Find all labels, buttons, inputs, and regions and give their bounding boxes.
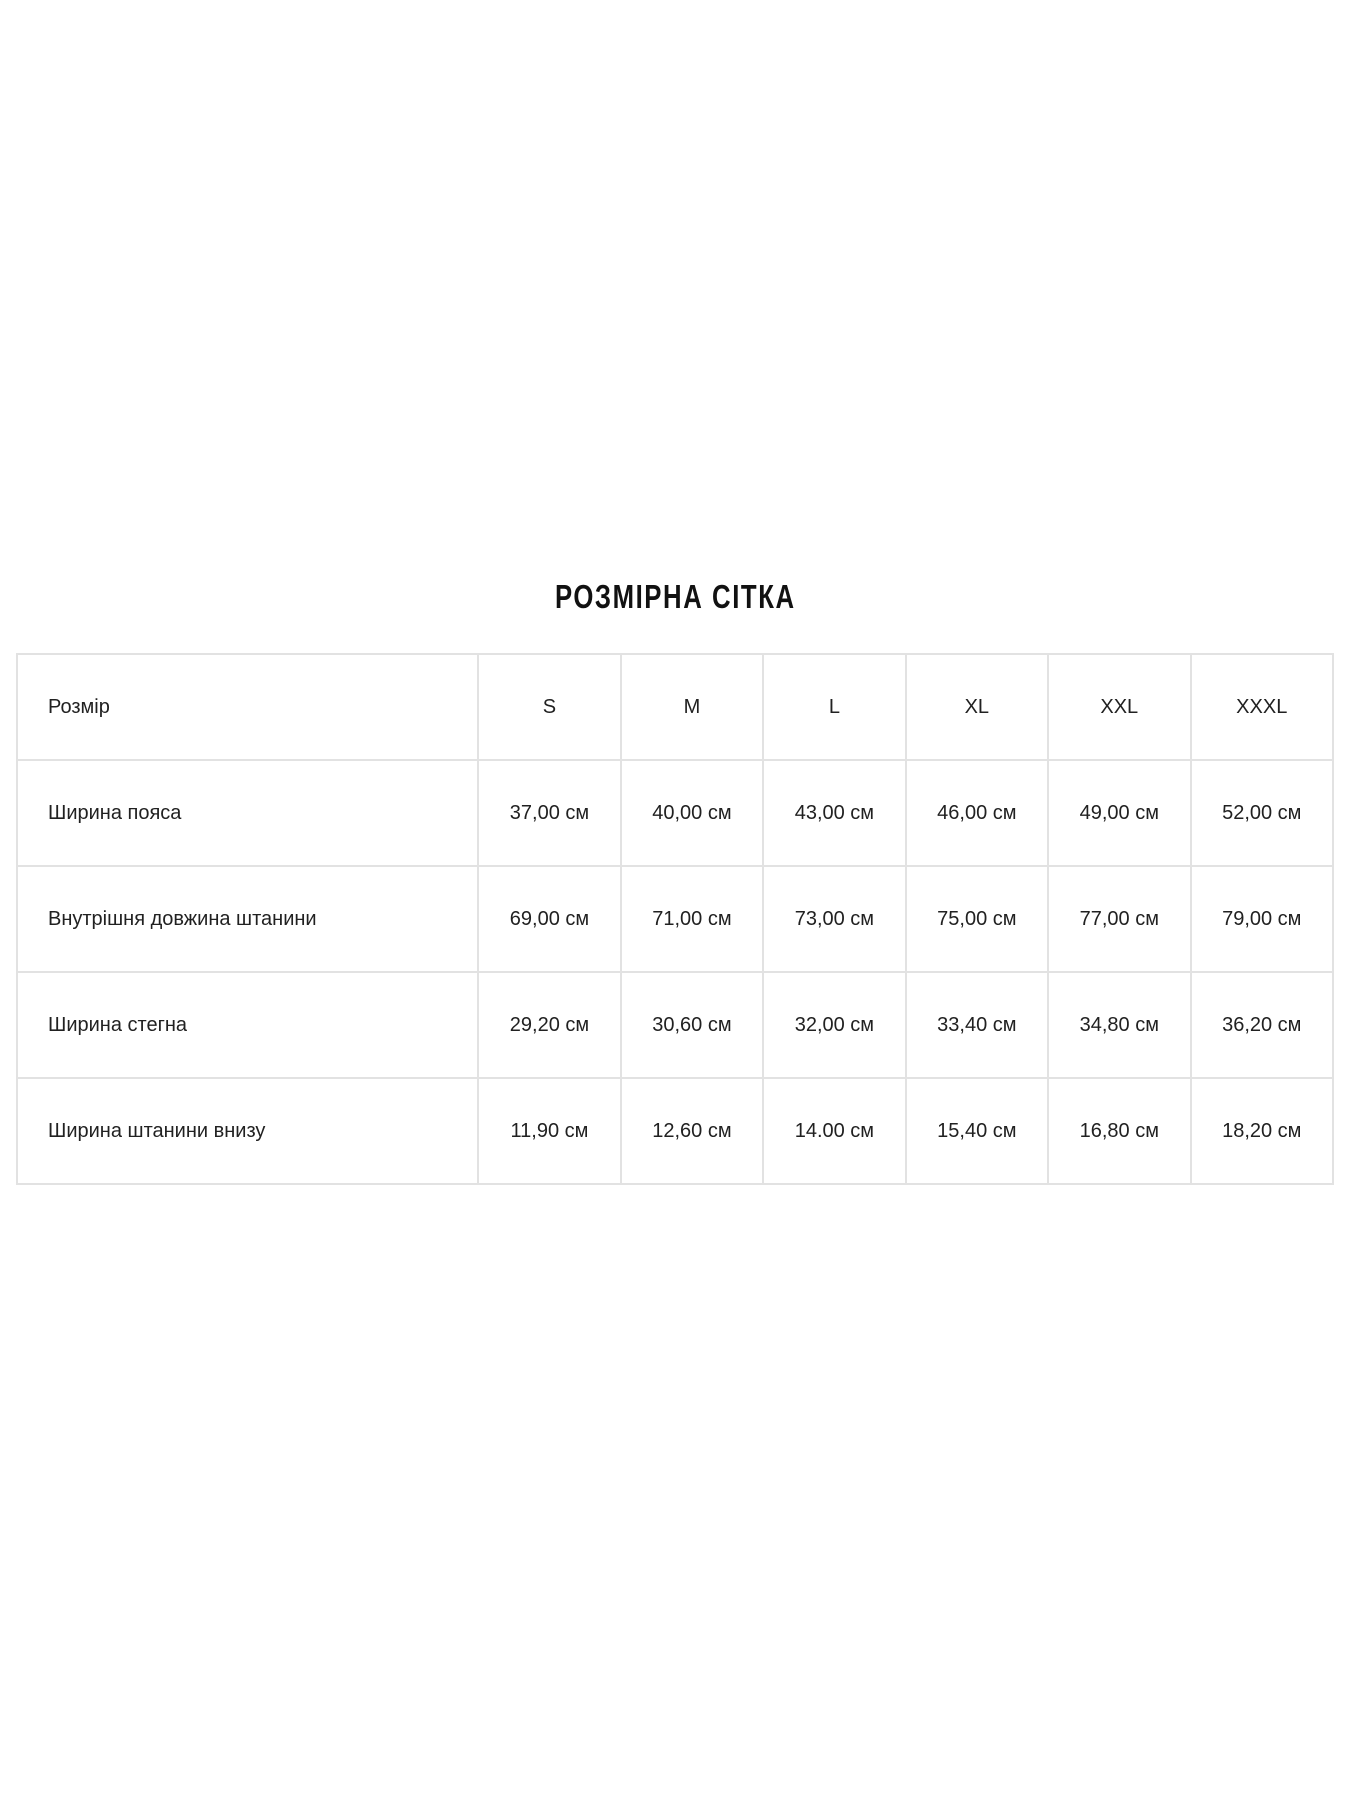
value-cell: 69,00 см [477,865,622,973]
table-row-inner-leg-length: Внутрішня довжина штанини 69,00 см 71,00… [15,865,1335,973]
table-row-leg-bottom-width: Ширина штанини внизу 11,90 см 12,60 см 1… [15,1077,1335,1185]
header-cell-size-label: Розмір [15,653,480,761]
table-row-thigh-width: Ширина стегна 29,20 см 30,60 см 32,00 см… [15,971,1335,1079]
row-label: Ширина пояса [15,759,480,867]
value-cell: 11,90 см [477,1077,622,1185]
value-cell: 37,00 см [477,759,622,867]
value-cell: 71,00 см [619,865,765,973]
column-header-l: L [762,653,907,761]
row-label: Внутрішня довжина штанини [15,865,480,973]
value-cell: 33,40 см [904,971,1050,1079]
page-title: РОЗМІРНА СІТКА [554,578,796,615]
value-cell: 75,00 см [904,865,1050,973]
column-header-xxl: XXL [1047,653,1192,761]
column-header-s: S [477,653,622,761]
value-cell: 49,00 см [1047,759,1192,867]
table-row-waist-width: Ширина пояса 37,00 см 40,00 см 43,00 см … [15,759,1335,867]
value-cell: 15,40 см [904,1077,1050,1185]
value-cell: 73,00 см [762,865,907,973]
row-label: Ширина штанини внизу [15,1077,480,1185]
size-chart-table: Розмір S M L XL XXL XXXL Ширина пояса 37… [15,653,1335,1185]
page-title-wrap: РОЗМІРНА СІТКА [0,578,1350,616]
value-cell: 46,00 см [904,759,1050,867]
row-label: Ширина стегна [15,971,480,1079]
value-cell: 16,80 см [1047,1077,1192,1185]
value-cell: 18,20 см [1189,1077,1335,1185]
column-header-xl: XL [904,653,1050,761]
value-cell: 29,20 см [477,971,622,1079]
value-cell: 43,00 см [762,759,907,867]
value-cell: 40,00 см [619,759,765,867]
value-cell: 12,60 см [619,1077,765,1185]
table-header-row: Розмір S M L XL XXL XXXL [15,653,1335,761]
value-cell: 77,00 см [1047,865,1192,973]
value-cell: 14.00 см [762,1077,907,1185]
column-header-xxxl: XXXL [1189,653,1335,761]
value-cell: 79,00 см [1189,865,1335,973]
value-cell: 30,60 см [619,971,765,1079]
value-cell: 52,00 см [1189,759,1335,867]
value-cell: 32,00 см [762,971,907,1079]
value-cell: 36,20 см [1189,971,1335,1079]
column-header-m: M [619,653,765,761]
value-cell: 34,80 см [1047,971,1192,1079]
